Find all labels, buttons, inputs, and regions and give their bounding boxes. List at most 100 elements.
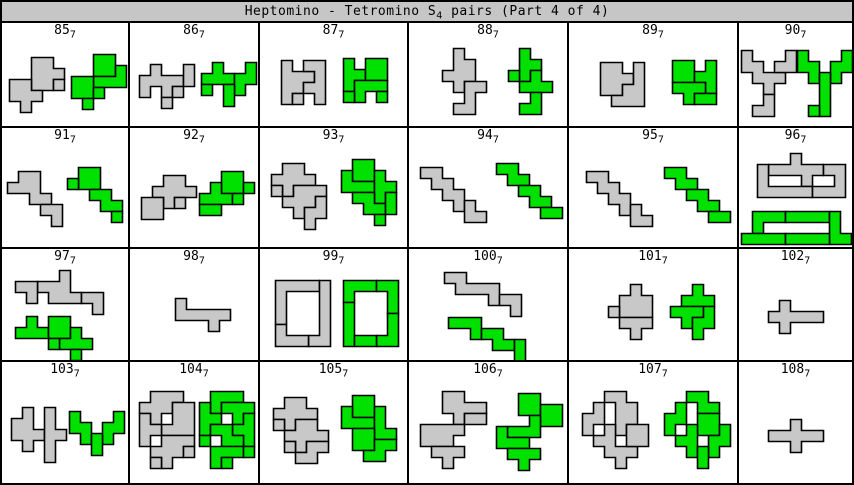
grid-cell-88: 887 xyxy=(409,23,569,128)
grid-cell-94: 947 xyxy=(409,128,569,249)
tetromino-figure-green xyxy=(68,410,126,457)
cell-label: 917 xyxy=(54,128,76,146)
grid-cell-102: 1027 xyxy=(739,249,852,362)
cell-label: 877 xyxy=(322,23,345,41)
figures-area xyxy=(569,267,737,360)
tetromino-figure-green xyxy=(340,158,398,227)
tetromino-figure-green xyxy=(495,162,564,220)
grid-cell-107: 1077 xyxy=(569,362,739,483)
title-prefix: Heptomino - Tetromino S xyxy=(244,4,437,19)
tetromino-figure-green xyxy=(663,166,732,224)
figures-area xyxy=(2,267,128,360)
cell-label: 957 xyxy=(642,128,664,146)
grid-cell-91: 917 xyxy=(2,128,130,249)
cell-label: 987 xyxy=(183,249,205,267)
tetromino-figure-green xyxy=(507,47,554,116)
cell-label: 887 xyxy=(477,23,499,41)
grid-cell-98: 987 xyxy=(130,249,260,362)
tetromino-figure-green xyxy=(671,59,718,106)
grid-cell-85: 857 xyxy=(2,23,130,128)
figures-area xyxy=(260,267,407,360)
tetromino-figure-green xyxy=(198,390,256,470)
grid-cell-106: 1067 xyxy=(409,362,569,483)
cell-label: 1047 xyxy=(179,362,209,380)
grid-cell-103: 1037 xyxy=(2,362,130,483)
heptomino-figure-gray xyxy=(419,390,488,470)
heptomino-figure-gray xyxy=(274,279,332,348)
cell-label: 1057 xyxy=(318,362,349,380)
figures-area xyxy=(409,146,567,247)
heptomino-figure-gray xyxy=(443,271,523,318)
cell-label: 1037 xyxy=(50,362,80,380)
tetromino-figure-green xyxy=(669,283,716,341)
cell-label: 867 xyxy=(183,23,205,41)
cell-label: 997 xyxy=(322,249,345,267)
heptomino-figure-gray xyxy=(581,390,650,470)
grid-cell-92: 927 xyxy=(130,128,260,249)
figures-area xyxy=(569,146,737,247)
figures-area xyxy=(739,267,852,360)
grid-cell-104: 1047 xyxy=(130,362,260,483)
figures-area xyxy=(2,380,128,483)
cell-label: 1067 xyxy=(473,362,503,380)
grid-cell-105: 1057 xyxy=(260,362,409,483)
grid-cell-101: 1017 xyxy=(569,249,739,362)
figures-area xyxy=(130,380,258,483)
heptomino-figure-gray xyxy=(140,174,198,221)
cell-label: 947 xyxy=(477,128,499,146)
figures-area xyxy=(739,146,852,247)
heptomino-figure-gray xyxy=(585,170,654,228)
grid-cell-95: 957 xyxy=(569,128,739,249)
heptomino-figure-gray xyxy=(280,59,327,106)
figures-area xyxy=(569,380,737,483)
heptomino-figure-gray xyxy=(607,283,654,341)
heptomino-figure-gray xyxy=(8,56,66,114)
heptomino-figure-gray xyxy=(272,396,330,465)
cell-label: 937 xyxy=(322,128,345,146)
figures-area xyxy=(739,380,852,483)
grid-cell-93: 937 xyxy=(260,128,409,249)
tetromino-figure-green xyxy=(495,392,564,472)
cell-label: 1007 xyxy=(473,249,503,267)
cell-label: 1027 xyxy=(780,249,811,267)
grid-cell-97: 977 xyxy=(2,249,130,362)
figures-area xyxy=(130,41,258,126)
figures-area xyxy=(2,41,128,126)
figures-area xyxy=(260,146,407,247)
tetromino-figure-green xyxy=(342,57,389,104)
heptomino-figure-gray xyxy=(14,269,105,316)
grid-cell-99: 997 xyxy=(260,249,409,362)
grid-cell-89: 897 xyxy=(569,23,739,128)
figures-area xyxy=(2,146,128,247)
figures-area xyxy=(409,267,567,360)
tetromino-figure-green xyxy=(447,316,527,360)
tetromino-figure-green xyxy=(796,49,852,118)
heptomino-figure-gray xyxy=(740,49,798,118)
tetromino-figure-green xyxy=(663,390,732,470)
title-suffix: pairs (Part 4 of 4) xyxy=(442,4,610,19)
tetromino-figure-green xyxy=(342,279,400,348)
figures-area xyxy=(130,267,258,360)
cell-label: 1087 xyxy=(780,362,811,380)
heptomino-figure-gray xyxy=(270,162,328,231)
figures-area xyxy=(260,380,407,483)
heptomino-figure-gray xyxy=(10,406,68,464)
cell-label: 1017 xyxy=(638,249,668,267)
heptomino-figure-gray xyxy=(756,152,847,199)
figures-area xyxy=(409,380,567,483)
figures-area xyxy=(569,41,737,126)
figures-area xyxy=(260,41,407,126)
grid-cell-87: 877 xyxy=(260,23,409,128)
figures-area xyxy=(409,41,567,126)
heptomino-figure-gray xyxy=(6,170,64,228)
cell-label: 927 xyxy=(183,128,205,146)
heptomino-figure-gray xyxy=(441,47,488,116)
heptomino-figure-gray xyxy=(419,166,488,224)
cell-label: 897 xyxy=(642,23,664,41)
grid-cell-96: 967 xyxy=(739,128,852,249)
grid-cell-90: 907 xyxy=(739,23,852,128)
tetromino-figure-green xyxy=(14,315,94,360)
tetromino-figure-green xyxy=(200,61,258,108)
heptomino-figure-gray xyxy=(138,390,196,470)
grid-cell-100: 1007 xyxy=(409,249,569,362)
